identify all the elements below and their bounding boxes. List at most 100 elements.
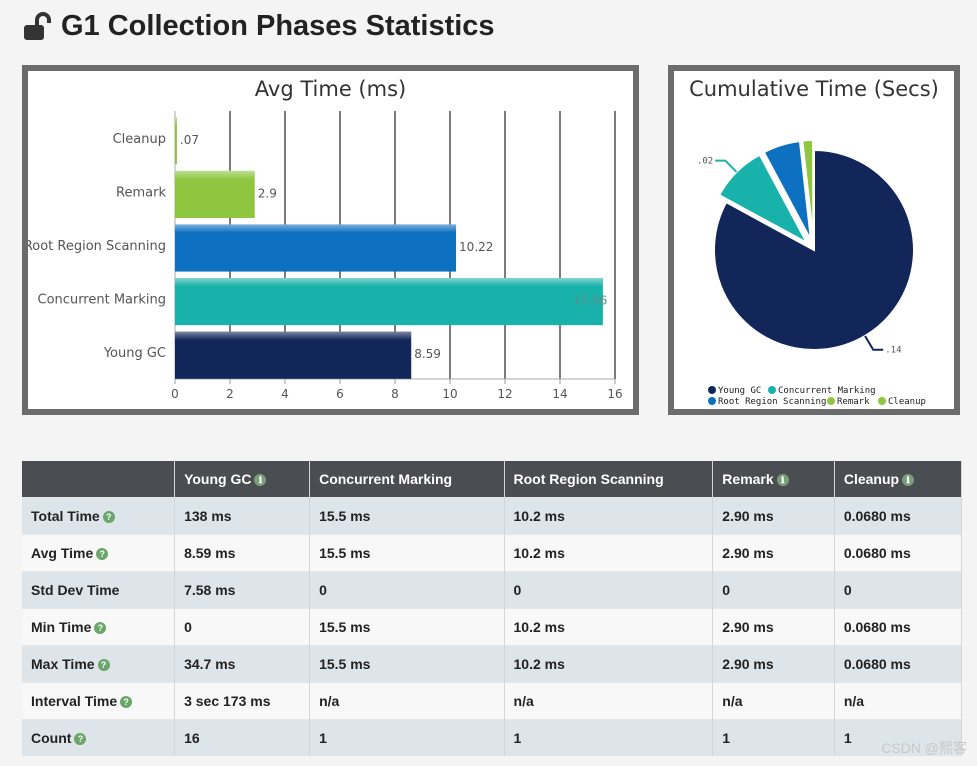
avg-time-chart-panel: Avg Time (ms) 0 2 4 6 8 10 12 14 16 Cleanup .07 Rem… [22,65,639,415]
unlock-icon [24,11,51,40]
table-row: Interval Time? 3 sec 173 ms n/a n/a n/a n/a [22,682,963,720]
header-young-gc: Young GC ℹ [174,461,311,498]
cumulative-time-chart-title: Cumulative Time (Secs) [689,77,939,101]
bar-shine-remark [175,170,255,218]
row-label-cell: Min Time? [22,608,176,646]
legend-marker-young-gc [708,386,716,394]
avg-time-bar-chart: 0 2 4 6 8 10 12 14 16 Cleanup .07 Remark 2.9 Root Reg… [28,111,623,401]
slice-concurrent-marking [717,153,810,246]
info-icon[interactable]: ℹ [902,474,915,487]
table-cell: n/a [834,682,963,720]
x-tick-label: 12 [497,387,512,401]
legend-label: Remark [837,397,870,407]
table-cell: 10.2 ms [504,497,714,535]
row-label-cell: Std Dev Time [22,571,176,609]
table-cell: 1 [712,719,835,756]
x-tick-label: 8 [391,387,399,401]
table-cell: 0 [834,571,963,609]
legend-label: Root Region Scanning [718,397,826,407]
row-label-cell: Total Time? [22,497,176,535]
help-icon[interactable]: ? [94,622,107,635]
table-cell: 0.0680 ms [834,497,963,535]
table-cell: 0.0680 ms [834,608,963,646]
x-tick-label: 16 [607,387,622,401]
header-label: Root Region Scanning [513,471,664,487]
table-row: Min Time? 0 15.5 ms 10.2 ms 2.90 ms 0.0680 ms [22,608,963,646]
table-header-row: Young GC ℹ Concurrent Marking Root Region S… [22,461,963,498]
row-label: Min Time [31,619,92,635]
x-tick-label: 10 [442,387,457,401]
info-icon[interactable]: ℹ [776,474,789,487]
table-cell: 34.7 ms [174,645,311,683]
table-row: Max Time? 34.7 ms 15.5 ms 10.2 ms 2.90 ms 0.0… [22,645,963,683]
header-label: Concurrent Marking [319,471,453,487]
legend-label: Young GC [718,386,761,396]
help-icon[interactable]: ? [102,511,115,524]
x-tick-label: 2 [226,387,234,401]
help-icon[interactable]: ? [74,733,87,746]
table-row: Total Time? 138 ms 15.5 ms 10.2 ms 2.90 ms 0.… [22,497,963,535]
value-label: .07 [180,133,199,147]
category-label: Root Region Scanning [28,239,166,254]
table-cell: 0 [504,571,714,609]
avg-time-chart-title: Avg Time (ms) [254,77,407,101]
bar-shine-young-gc [175,331,412,379]
row-label-cell: Max Time? [22,645,176,683]
slice-young-gc [713,148,915,351]
bar-shine-root-region-scanning [175,224,457,272]
table-cell: 138 ms [174,497,311,535]
header-label: Remark [722,471,774,487]
table-cell: 1 [309,719,505,756]
page-title: G1 Collection Phases Statistics [22,10,495,43]
legend-marker-cleanup [878,397,886,405]
info-icon[interactable]: ℹ [254,474,267,487]
header-cleanup: Cleanup ℹ [834,461,963,498]
table-cell: n/a [504,682,714,720]
row-label: Avg Time [31,545,94,561]
header-label: Cleanup [843,471,900,487]
slice-value-label: .14 [885,346,901,356]
slice-leader-line [864,335,884,351]
help-icon[interactable]: ? [120,696,133,709]
table-cell: n/a [309,682,505,720]
table-cell: 7.58 ms [174,571,311,609]
table-cell: 10.2 ms [504,608,714,646]
row-label-cell: Interval Time? [22,682,176,720]
value-label: 8.59 [414,347,441,361]
table-cell: 1 [504,719,714,756]
value-label: 10.22 [459,240,493,254]
table-cell: 15.5 ms [309,534,505,572]
header-root-region-scanning: Root Region Scanning [504,461,714,498]
x-tick-label: 14 [552,387,567,401]
help-icon[interactable]: ? [97,659,110,672]
row-label: Count [31,730,72,746]
x-tick-label: 4 [281,387,289,401]
legend-label: Concurrent Marking [778,386,876,396]
x-tick-label: 6 [336,387,344,401]
table-cell: 15.5 ms [309,497,505,535]
table-cell: 2.90 ms [712,497,835,535]
table-cell: 2.90 ms [712,645,835,683]
x-tick-label: 0 [171,387,179,401]
phase-stats-table: Young GC ℹ Concurrent Marking Root Region S… [22,461,963,756]
table-row: Count? 16 1 1 1 1 [22,719,963,756]
row-label: Total Time [31,508,100,524]
table-cell: 0 [309,571,505,609]
header-corner [22,461,176,498]
bar-shine-concurrent-marking [175,278,603,326]
table-cell: 15.5 ms [309,608,505,646]
row-label-cell: Count? [22,719,176,756]
help-icon[interactable]: ? [96,548,109,561]
table-cell: 0 [712,571,835,609]
category-label: Cleanup [113,132,166,147]
watermark: CSDN @熙客 [881,740,967,756]
header-label: Young GC [184,471,252,487]
table-row: Avg Time? 8.59 ms 15.5 ms 10.2 ms 2.90 ms 0.0… [22,534,963,572]
table-cell: 15.5 ms [309,645,505,683]
table-cell: 2.90 ms [712,534,835,572]
header-concurrent-marking: Concurrent Marking [309,461,505,498]
table-cell: 0.0680 ms [834,645,963,683]
table-cell: 10.2 ms [504,534,714,572]
category-label: Remark [116,185,166,200]
